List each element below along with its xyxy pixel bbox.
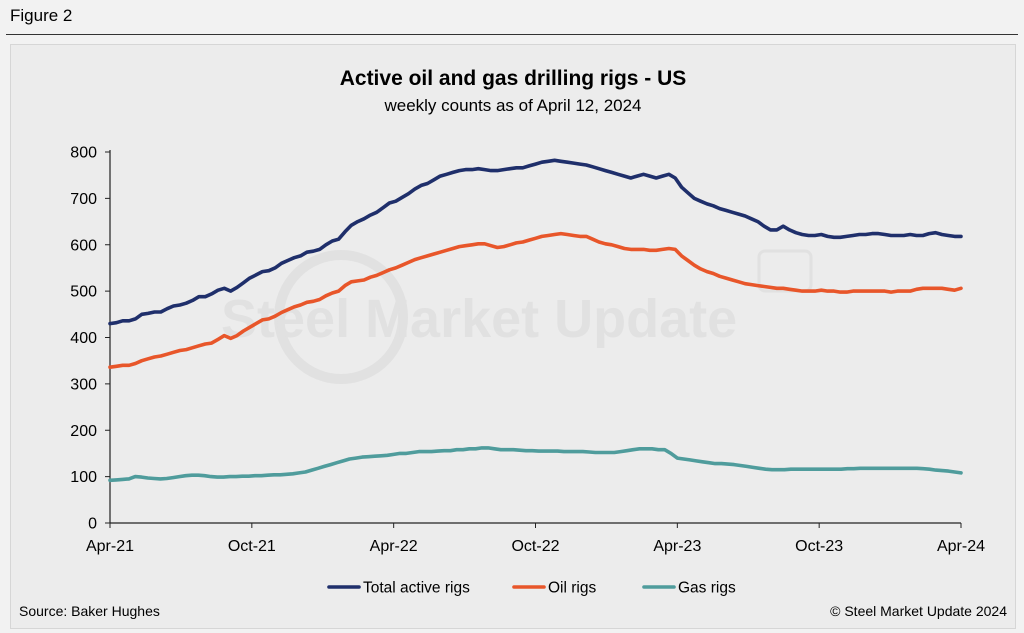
y-tick-label: 700 <box>70 191 97 208</box>
copyright-note: © Steel Market Update 2024 <box>830 603 1007 619</box>
legend: Total active rigs Oil rigs Gas rigs <box>327 580 736 597</box>
x-tick-label: Apr-24 <box>937 538 985 555</box>
x-tick-label: Oct-22 <box>511 538 559 555</box>
x-tick-label: Apr-22 <box>370 538 418 555</box>
chart-panel: Steel Market Update Active oil and gas d… <box>10 44 1016 629</box>
y-tick-label: 0 <box>88 516 97 533</box>
legend-label-gas-rigs: Gas rigs <box>678 580 736 597</box>
x-tick-label: Apr-21 <box>86 538 134 555</box>
chart-subtitle: weekly counts as of April 12, 2024 <box>383 96 641 115</box>
y-tick-label: 400 <box>70 330 97 347</box>
series-line-total-active-rigs <box>108 158 963 326</box>
rig-count-chart: Steel Market Update Active oil and gas d… <box>19 67 1007 619</box>
source-note: Source: Baker Hughes <box>19 603 160 619</box>
watermark: Steel Market Update <box>221 249 813 384</box>
y-tick-label: 500 <box>70 284 97 301</box>
y-tick-label: 200 <box>70 423 97 440</box>
series-lines <box>108 158 963 483</box>
x-tick-label: Oct-21 <box>228 538 276 555</box>
chart-title: Active oil and gas drilling rigs - US <box>340 67 687 90</box>
series-line-oil-rigs <box>108 231 963 370</box>
axes: 0 100 200 300 400 500 600 700 800 Apr-21 Oct-21 Apr… <box>70 145 985 556</box>
x-tick-label: Oct-23 <box>795 538 843 555</box>
legend-label-total-active-rigs: Total active rigs <box>363 580 470 597</box>
watermark-text: Steel Market Update <box>221 289 737 349</box>
series-line-gas-rigs <box>108 446 963 483</box>
y-tick-label: 800 <box>70 145 97 162</box>
figure-label: Figure 2 <box>10 6 73 25</box>
figure-divider <box>6 34 1018 35</box>
y-tick-label: 300 <box>70 376 97 393</box>
legend-label-oil-rigs: Oil rigs <box>548 580 596 597</box>
y-tick-label: 600 <box>70 237 97 254</box>
x-tick-label: Apr-23 <box>653 538 701 555</box>
y-tick-label: 100 <box>70 469 97 486</box>
